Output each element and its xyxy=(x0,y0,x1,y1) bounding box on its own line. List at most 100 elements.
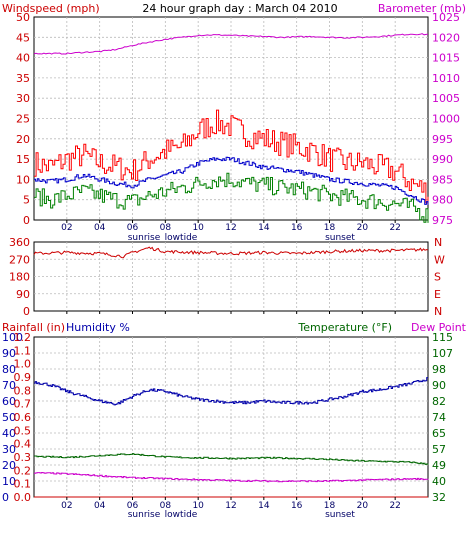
temp-tick-6: 82 xyxy=(432,395,446,408)
temp-tick-7: 90 xyxy=(432,379,446,392)
sunset-marker-bottom: sunset xyxy=(325,510,355,520)
baro-tick-990: 990 xyxy=(432,153,453,166)
baro-tick-1000: 1000 xyxy=(432,113,460,126)
rain-tick-3: 0.3 xyxy=(14,451,32,464)
baro-tick-1010: 1010 xyxy=(432,72,460,85)
x-tick-label-22: 22 xyxy=(389,223,400,233)
wind-tick-50: 50 xyxy=(16,11,30,24)
x-tick-label-18: 18 xyxy=(324,223,336,233)
temp-grid xyxy=(34,337,428,497)
baro-tick-975: 975 xyxy=(432,214,453,227)
x-tick-label-16: 16 xyxy=(291,501,303,511)
compass-tick-0: N xyxy=(434,305,442,318)
direction-grid xyxy=(34,242,428,311)
baro-tick-1015: 1015 xyxy=(432,52,460,65)
temp-tick-0: 32 xyxy=(432,491,446,504)
series-line-windspeed xyxy=(34,172,429,223)
wind-series xyxy=(33,33,429,223)
windspeed-axis-label: Windspeed (mph) xyxy=(2,2,100,15)
series-line-average xyxy=(34,156,429,205)
baro-tick-995: 995 xyxy=(432,133,453,146)
humidity-tick-40: 40 xyxy=(2,427,16,440)
humidity-tick-80: 80 xyxy=(2,363,16,376)
x-tick-label-06: 06 xyxy=(127,223,139,233)
humidity-tick-90: 90 xyxy=(2,347,16,360)
direction-series xyxy=(33,246,429,259)
wind-tick-40: 40 xyxy=(16,52,30,65)
series-line-humidity xyxy=(34,377,428,406)
humidity-tick-10: 10 xyxy=(2,475,16,488)
wind-axis-ticks: 0510152025303540455097598098599099510001… xyxy=(16,11,460,233)
temp-tick-4: 65 xyxy=(432,427,446,440)
wind-tick-25: 25 xyxy=(16,113,30,126)
humidity-tick-50: 50 xyxy=(2,411,16,424)
humidity-tick-100: 100 xyxy=(2,331,23,344)
temperature-axis-label: Temperature (°F) xyxy=(297,321,392,334)
series-line-barometer xyxy=(33,33,429,55)
compass-tick-1: E xyxy=(434,288,441,301)
compass-tick-3: W xyxy=(434,253,445,266)
x-tick-label-20: 20 xyxy=(357,223,369,233)
x-tick-label-14: 14 xyxy=(258,501,270,511)
humidity-tick-60: 60 xyxy=(2,395,16,408)
x-tick-label-02: 02 xyxy=(61,501,72,511)
rain-tick-6: 0.6 xyxy=(14,411,32,424)
rain-tick-0: 0.0 xyxy=(14,491,32,504)
wind-tick-0: 0 xyxy=(23,214,30,227)
rain-tick-8: 0.8 xyxy=(14,384,32,397)
wind-tick-5: 5 xyxy=(23,194,30,207)
wind-tick-15: 15 xyxy=(16,153,30,166)
dir-tick-0: 0 xyxy=(23,305,30,318)
temp-tick-1: 40 xyxy=(432,475,446,488)
dewpoint-axis-label: Dew Point xyxy=(411,321,467,334)
lowtide-marker-top: lowtide xyxy=(165,233,198,243)
series-line-direction xyxy=(33,246,429,259)
humidity-tick-20: 20 xyxy=(2,459,16,472)
rain-tick-5: 0.5 xyxy=(14,424,32,437)
rain-tick-9: 0.9 xyxy=(14,371,32,384)
sunset-marker-top: sunset xyxy=(325,233,355,243)
baro-tick-1005: 1005 xyxy=(432,92,460,105)
temp-tick-8: 98 xyxy=(432,363,446,376)
series-line-gust xyxy=(34,109,429,204)
temp-axis-ticks: 0 32 10 40 20 49 30 57 40 65 50 74 60 82 70 90 80 98 90 107… xyxy=(2,331,453,511)
dir-tick-270: 270 xyxy=(9,253,30,266)
x-tick-label-20: 20 xyxy=(357,501,369,511)
temp-tick-9: 107 xyxy=(432,347,453,360)
rain-tick-4: 0.4 xyxy=(14,438,32,451)
rain-tick-2: 0.2 xyxy=(14,464,32,477)
direction-axis-ticks: 0 N 90 E 180 S 270 W 360 N xyxy=(9,236,445,318)
compass-tick-2: S xyxy=(434,271,441,284)
temp-tick-10: 115 xyxy=(432,331,453,344)
x-tick-label-06: 06 xyxy=(127,501,139,511)
humidity-tick-30: 30 xyxy=(2,443,16,456)
lowtide-marker-bottom: lowtide xyxy=(165,510,198,520)
series-line-dewpoint xyxy=(34,472,429,483)
wind-tick-30: 30 xyxy=(16,92,30,105)
x-tick-label-12: 12 xyxy=(225,223,236,233)
rainfall-axis-label: Rainfall (in) xyxy=(2,321,65,334)
wind-grid xyxy=(34,17,428,220)
baro-tick-985: 985 xyxy=(432,173,453,186)
wind-tick-45: 45 xyxy=(16,31,30,44)
rain-tick-10: 1.0 xyxy=(14,358,32,371)
x-tick-label-18: 18 xyxy=(324,501,336,511)
x-tick-label-04: 04 xyxy=(94,501,106,511)
x-tick-label-14: 14 xyxy=(258,223,270,233)
dir-tick-180: 180 xyxy=(9,271,30,284)
rain-tick-11: 1.1 xyxy=(14,344,32,357)
compass-tick-4: N xyxy=(434,236,442,249)
rain-tick-1: 0.1 xyxy=(14,478,32,491)
x-tick-label-10: 10 xyxy=(192,501,204,511)
x-tick-label-08: 08 xyxy=(160,223,172,233)
graph-title: 24 hour graph day : March 04 2010 xyxy=(142,2,337,15)
dir-tick-90: 90 xyxy=(16,288,30,301)
x-tick-label-10: 10 xyxy=(192,223,204,233)
humidity-tick-0: 0 xyxy=(2,491,9,504)
wind-tick-35: 35 xyxy=(16,72,30,85)
x-tick-label-02: 02 xyxy=(61,223,72,233)
sunrise-marker-top: sunrise xyxy=(128,233,161,243)
x-tick-label-16: 16 xyxy=(291,223,303,233)
humidity-tick-70: 70 xyxy=(2,379,16,392)
